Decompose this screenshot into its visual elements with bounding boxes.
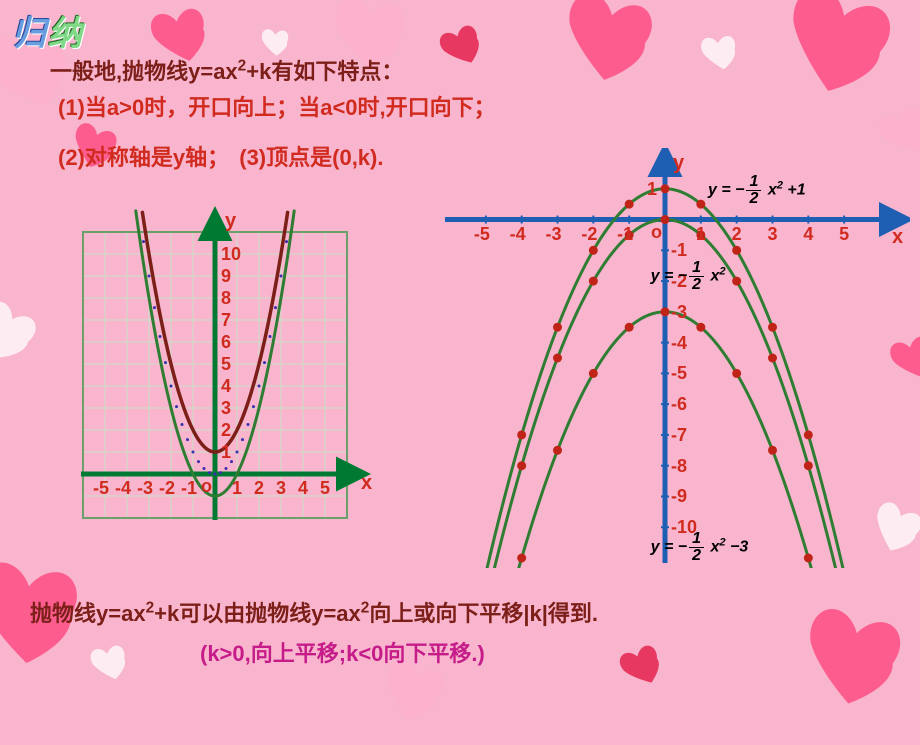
left-chart: -5-4-3-2-11234512345678910oxy	[30, 202, 400, 560]
left-y-tick: 2	[221, 420, 231, 441]
left-y-tick: 3	[221, 398, 231, 419]
intro-suffix: +k有如下特点：	[246, 59, 403, 84]
right-y-tick: -9	[671, 486, 687, 507]
right-y-tick: -5	[671, 363, 687, 384]
left-y-tick: 10	[221, 244, 241, 265]
left-x-tick: -4	[115, 478, 131, 499]
property-line-2: (2)对称轴是y轴； (3)顶点是(0,k).	[58, 140, 384, 172]
translation-line: 抛物线y=ax2+k可以由抛物线y=ax2向上或向下平移|k|得到.	[30, 596, 598, 628]
right-chart: -5-4-3-2-1123451-1-2-3-4-5-6-7-8-9-10oxy…	[430, 148, 910, 568]
right-y-tick: -6	[671, 394, 687, 415]
right-x-tick: 5	[839, 224, 849, 245]
right-x-tick: 4	[803, 224, 813, 245]
property-2b-text: (3)顶点是(0,k).	[239, 145, 383, 170]
left-y-tick: 7	[221, 310, 231, 331]
title-char-2: 纳	[48, 15, 84, 53]
left-origin-label: o	[201, 476, 212, 497]
left-x-tick: -3	[137, 478, 153, 499]
right-x-tick: 2	[732, 224, 742, 245]
intro-line: 一般地,抛物线y=ax2+k有如下特点：	[50, 54, 403, 86]
right-origin-label: o	[651, 222, 662, 243]
slide-content: 归纳 一般地,抛物线y=ax2+k有如下特点： (1)当a>0时，开口向上；当a…	[0, 0, 920, 690]
section-title: 归纳	[12, 6, 84, 55]
right-y-tick: -4	[671, 333, 687, 354]
equation-label: y = −12 x2 +1	[708, 174, 806, 207]
right-x-tick: -1	[617, 224, 633, 245]
translation-note: (k>0,向上平移;k<0向下平移.)	[200, 636, 485, 668]
left-x-tick: 2	[254, 478, 264, 499]
left-x-axis-label: x	[361, 472, 372, 495]
right-x-tick: -5	[474, 224, 490, 245]
property-line-1: (1)当a>0时，开口向上；当a<0时,开口向下；	[58, 90, 496, 122]
translation-note-text: (k>0,向上平移;k<0向下平移.)	[200, 641, 485, 666]
intro-sup: 2	[238, 58, 247, 75]
right-x-tick: -3	[546, 224, 562, 245]
translation-mid: +k可以由抛物线y=ax	[154, 601, 361, 626]
left-x-tick: -2	[159, 478, 175, 499]
left-y-tick: 8	[221, 288, 231, 309]
left-x-tick: 4	[298, 478, 308, 499]
left-x-tick: -5	[93, 478, 109, 499]
right-y-tick: -3	[671, 302, 687, 323]
translation-sup-1: 2	[146, 600, 155, 617]
equation-label: y = −12 x2 −3	[651, 531, 749, 564]
left-y-tick: 6	[221, 332, 231, 353]
translation-prefix: 抛物线y=ax	[30, 601, 146, 626]
right-y-tick: -7	[671, 425, 687, 446]
right-x-tick: 1	[696, 224, 706, 245]
property-2a-text: (2)对称轴是y轴；	[58, 145, 229, 170]
right-x-tick: -2	[581, 224, 597, 245]
right-y-tick: -1	[671, 240, 687, 261]
right-x-axis-label: x	[892, 226, 903, 249]
right-y-tick: 1	[647, 179, 657, 200]
property-1-text: (1)当a>0时，开口向上；当a<0时,开口向下；	[58, 95, 496, 120]
translation-suffix: 向上或向下平移|k|得到.	[369, 601, 598, 626]
left-x-tick: 3	[276, 478, 286, 499]
left-y-tick: 5	[221, 354, 231, 375]
right-x-tick: -4	[510, 224, 526, 245]
left-x-tick: -1	[181, 478, 197, 499]
right-y-tick: -8	[671, 456, 687, 477]
equation-label: y = −12 x2	[651, 260, 726, 293]
right-x-tick: 3	[768, 224, 778, 245]
intro-prefix: 一般地,抛物线y=ax	[50, 59, 238, 84]
left-y-tick: 1	[221, 442, 231, 463]
left-y-tick: 9	[221, 266, 231, 287]
left-x-tick: 1	[232, 478, 242, 499]
right-y-axis-label: y	[673, 152, 684, 175]
title-char-1: 归	[12, 15, 48, 53]
left-x-tick: 5	[320, 478, 330, 499]
left-y-axis-label: y	[225, 210, 236, 233]
left-y-tick: 4	[221, 376, 231, 397]
